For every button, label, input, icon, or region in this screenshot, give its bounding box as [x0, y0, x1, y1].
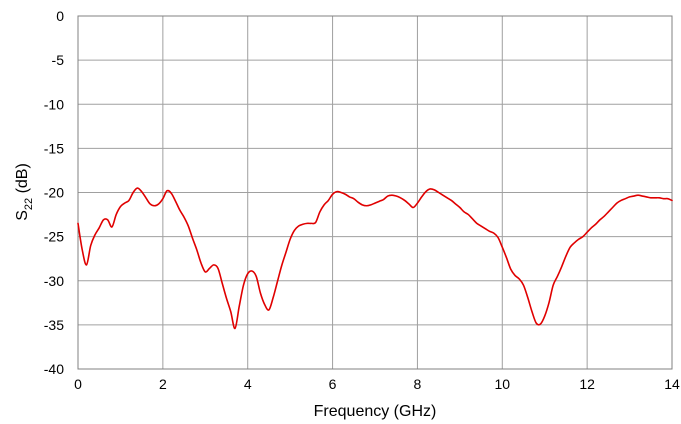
y-axis-title-main: S	[14, 210, 31, 221]
y-tick-label: -40	[44, 361, 64, 377]
data-series	[77, 187, 673, 330]
y-axis-title-unit: (dB)	[14, 163, 31, 198]
y-tick-label: -20	[44, 185, 64, 201]
series-line	[77, 187, 673, 330]
x-tick-label: 12	[579, 376, 595, 392]
y-tick-label: -5	[52, 52, 65, 68]
x-tick-label: 14	[664, 376, 680, 392]
x-tick-label: 8	[414, 376, 422, 392]
x-axis-title: Frequency (GHz)	[314, 403, 437, 420]
plot-frame	[77, 15, 673, 370]
x-tick-label: 2	[159, 376, 167, 392]
y-axis-title-sub: 22	[23, 198, 35, 210]
y-tick-label: -30	[44, 273, 64, 289]
y-tick-label: -35	[44, 317, 64, 333]
x-tick-label: 6	[329, 376, 337, 392]
y-tick-label: -15	[44, 140, 64, 156]
tick-labels: 0 2 4 6 8 10 12 14 0 -5 -10 -15 -20 -25 -30 -35 -40	[44, 8, 680, 392]
y-tick-label: 0	[56, 8, 64, 24]
x-tick-label: 4	[244, 376, 252, 392]
x-tick-label: 10	[494, 376, 510, 392]
x-tick-label: 0	[74, 376, 82, 392]
grid-lines	[78, 16, 672, 369]
y-tick-label: -10	[44, 96, 64, 112]
y-axis-title: S22 (dB)	[14, 163, 35, 221]
y-tick-label: -25	[44, 229, 64, 245]
